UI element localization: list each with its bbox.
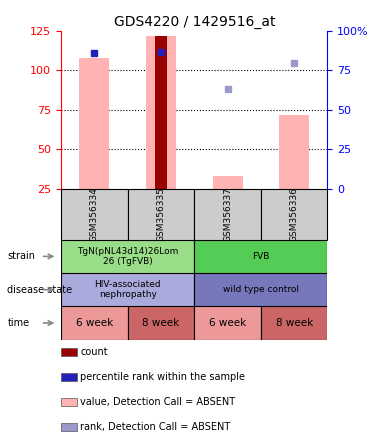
- Bar: [61, 348, 77, 356]
- Bar: [61, 423, 77, 431]
- Text: GSM356335: GSM356335: [157, 187, 165, 242]
- Bar: [194, 273, 327, 306]
- Bar: [194, 306, 261, 340]
- Bar: [155, 36, 167, 189]
- Bar: [61, 398, 77, 406]
- Text: FVB: FVB: [252, 252, 269, 261]
- Text: strain: strain: [7, 251, 36, 262]
- Text: HIV-associated
nephropathy: HIV-associated nephropathy: [94, 280, 161, 299]
- Bar: [279, 115, 309, 189]
- Text: wild type control: wild type control: [223, 285, 299, 294]
- Bar: [61, 306, 128, 340]
- Text: disease state: disease state: [7, 285, 73, 295]
- Text: time: time: [7, 318, 30, 328]
- Text: TgN(pNL43d14)26Lom
26 (TgFVB): TgN(pNL43d14)26Lom 26 (TgFVB): [77, 247, 178, 266]
- Text: GSM356336: GSM356336: [290, 187, 299, 242]
- Bar: [212, 176, 243, 189]
- Text: 6 week: 6 week: [209, 318, 246, 328]
- Bar: [61, 240, 194, 273]
- Bar: [61, 189, 128, 240]
- Bar: [61, 273, 194, 306]
- Title: GDS4220 / 1429516_at: GDS4220 / 1429516_at: [114, 15, 275, 29]
- Bar: [128, 189, 194, 240]
- Text: 6 week: 6 week: [76, 318, 113, 328]
- Text: GSM356334: GSM356334: [90, 187, 99, 242]
- Text: 8 week: 8 week: [276, 318, 313, 328]
- Bar: [261, 306, 327, 340]
- Bar: [194, 189, 261, 240]
- Bar: [61, 373, 77, 381]
- Text: count: count: [80, 347, 108, 357]
- Bar: [79, 58, 110, 189]
- Text: percentile rank within the sample: percentile rank within the sample: [80, 372, 245, 382]
- Bar: [261, 189, 327, 240]
- Text: rank, Detection Call = ABSENT: rank, Detection Call = ABSENT: [80, 421, 231, 432]
- Bar: [146, 36, 176, 189]
- Text: 8 week: 8 week: [142, 318, 179, 328]
- Bar: [128, 306, 194, 340]
- Bar: [194, 240, 327, 273]
- Text: GSM356337: GSM356337: [223, 187, 232, 242]
- Text: value, Detection Call = ABSENT: value, Detection Call = ABSENT: [80, 396, 235, 407]
